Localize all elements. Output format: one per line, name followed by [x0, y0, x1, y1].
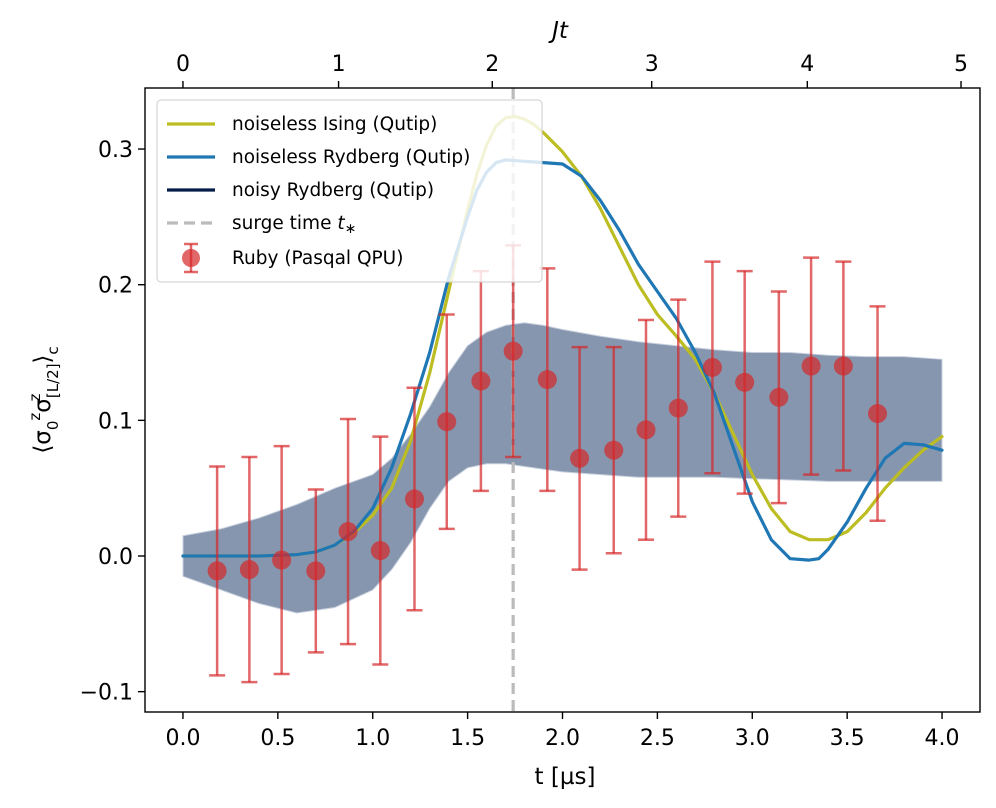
x-axis-label: t [µs] [535, 764, 596, 790]
x-tick-label: 0.5 [260, 726, 295, 751]
y-tick-label: 0.2 [98, 274, 133, 299]
ruby-marker [239, 560, 259, 580]
x-tick-label: 1.5 [450, 726, 485, 751]
legend-label-rydberg: noiseless Rydberg (Qutip) [232, 147, 470, 168]
x-tick-label: 1.0 [355, 726, 390, 751]
legend-label-surge: surge time t∗ [232, 213, 356, 237]
ruby-point [604, 345, 624, 555]
axes-layer: 0.0 0.5 1.0 1.5 2.0 2.5 3.0 3.5 4.0 −0.1 0.0 0.1 0.2… [80, 52, 968, 751]
ruby-marker [636, 420, 656, 440]
x-tick-label: 2.5 [640, 726, 675, 751]
ruby-point [868, 305, 888, 522]
ruby-point [272, 444, 292, 676]
ruby-point [370, 435, 390, 666]
ruby-marker [868, 404, 888, 424]
top-tick-label: 1 [332, 52, 346, 77]
ruby-marker [702, 357, 722, 377]
legend-label-ising: noiseless Ising (Qutip) [232, 114, 437, 135]
legend-label-noisy: noisy Rydberg (Qutip) [232, 180, 434, 201]
ruby-marker [735, 372, 755, 392]
ruby-marker [404, 489, 424, 509]
y-axis-label: ⟨σ0zσ[L/2]z⟩c [26, 346, 62, 453]
ruby-marker [570, 448, 590, 468]
x-tick-label: 3.0 [735, 726, 770, 751]
y-tick-label: 0.0 [98, 545, 133, 570]
ising-line [181, 114, 944, 558]
ruby-point [702, 260, 722, 475]
ruby-point [668, 298, 688, 518]
y-tick-label: 0.1 [98, 409, 133, 434]
top-axis-label: Jt [548, 18, 569, 44]
ruby-marker [503, 341, 523, 361]
noisy-rydberg-band [182, 322, 943, 614]
legend-box [156, 99, 543, 283]
ruby-marker [207, 561, 227, 581]
ruby-point [537, 267, 557, 493]
ruby-marker [306, 561, 326, 581]
ruby-point [306, 488, 326, 654]
legend-label-ruby: Ruby (Pasqal QPU) [232, 248, 403, 269]
ruby-point [570, 345, 590, 571]
y-tick-label: −0.1 [80, 681, 133, 706]
ruby-marker [272, 550, 292, 570]
ruby-marker [769, 387, 789, 407]
ruby-point [338, 417, 358, 646]
ruby-marker [338, 522, 358, 542]
ruby-marker [668, 398, 688, 418]
ruby-point [769, 290, 789, 505]
legend-marker-ruby [182, 249, 200, 267]
ruby-marker [537, 370, 557, 390]
ruby-point [207, 465, 227, 677]
top-tick-label: 0 [176, 52, 190, 77]
rydberg-line [181, 158, 944, 562]
ruby-point [735, 269, 755, 495]
ruby-marker [604, 440, 624, 460]
ruby-point [636, 318, 656, 541]
ruby-points-layer [207, 244, 888, 684]
x-tick-label: 0.0 [165, 726, 200, 751]
y-tick-label: 0.3 [98, 138, 133, 163]
noise-band-layer [182, 322, 943, 614]
x-tick-label: 4.0 [925, 726, 960, 751]
top-tick-label: 5 [954, 52, 968, 77]
ruby-marker [370, 541, 390, 561]
ruby-marker [833, 356, 853, 376]
top-tick-label: 2 [485, 52, 499, 77]
ruby-point [833, 260, 853, 472]
ruby-point [437, 313, 457, 531]
legend: noiseless Ising (Qutip) noiseless Rydber… [156, 99, 543, 283]
ruby-point [239, 455, 259, 684]
top-tick-label: 4 [800, 52, 814, 77]
top-tick-label: 3 [645, 52, 659, 77]
ruby-point [404, 386, 424, 612]
x-tick-label: 3.5 [830, 726, 865, 751]
x-tick-label: 2.0 [545, 726, 580, 751]
series-line-layer [181, 114, 944, 562]
ruby-marker [471, 371, 491, 391]
ruby-marker [437, 412, 457, 432]
ruby-point [801, 256, 821, 476]
ruby-marker [801, 356, 821, 376]
